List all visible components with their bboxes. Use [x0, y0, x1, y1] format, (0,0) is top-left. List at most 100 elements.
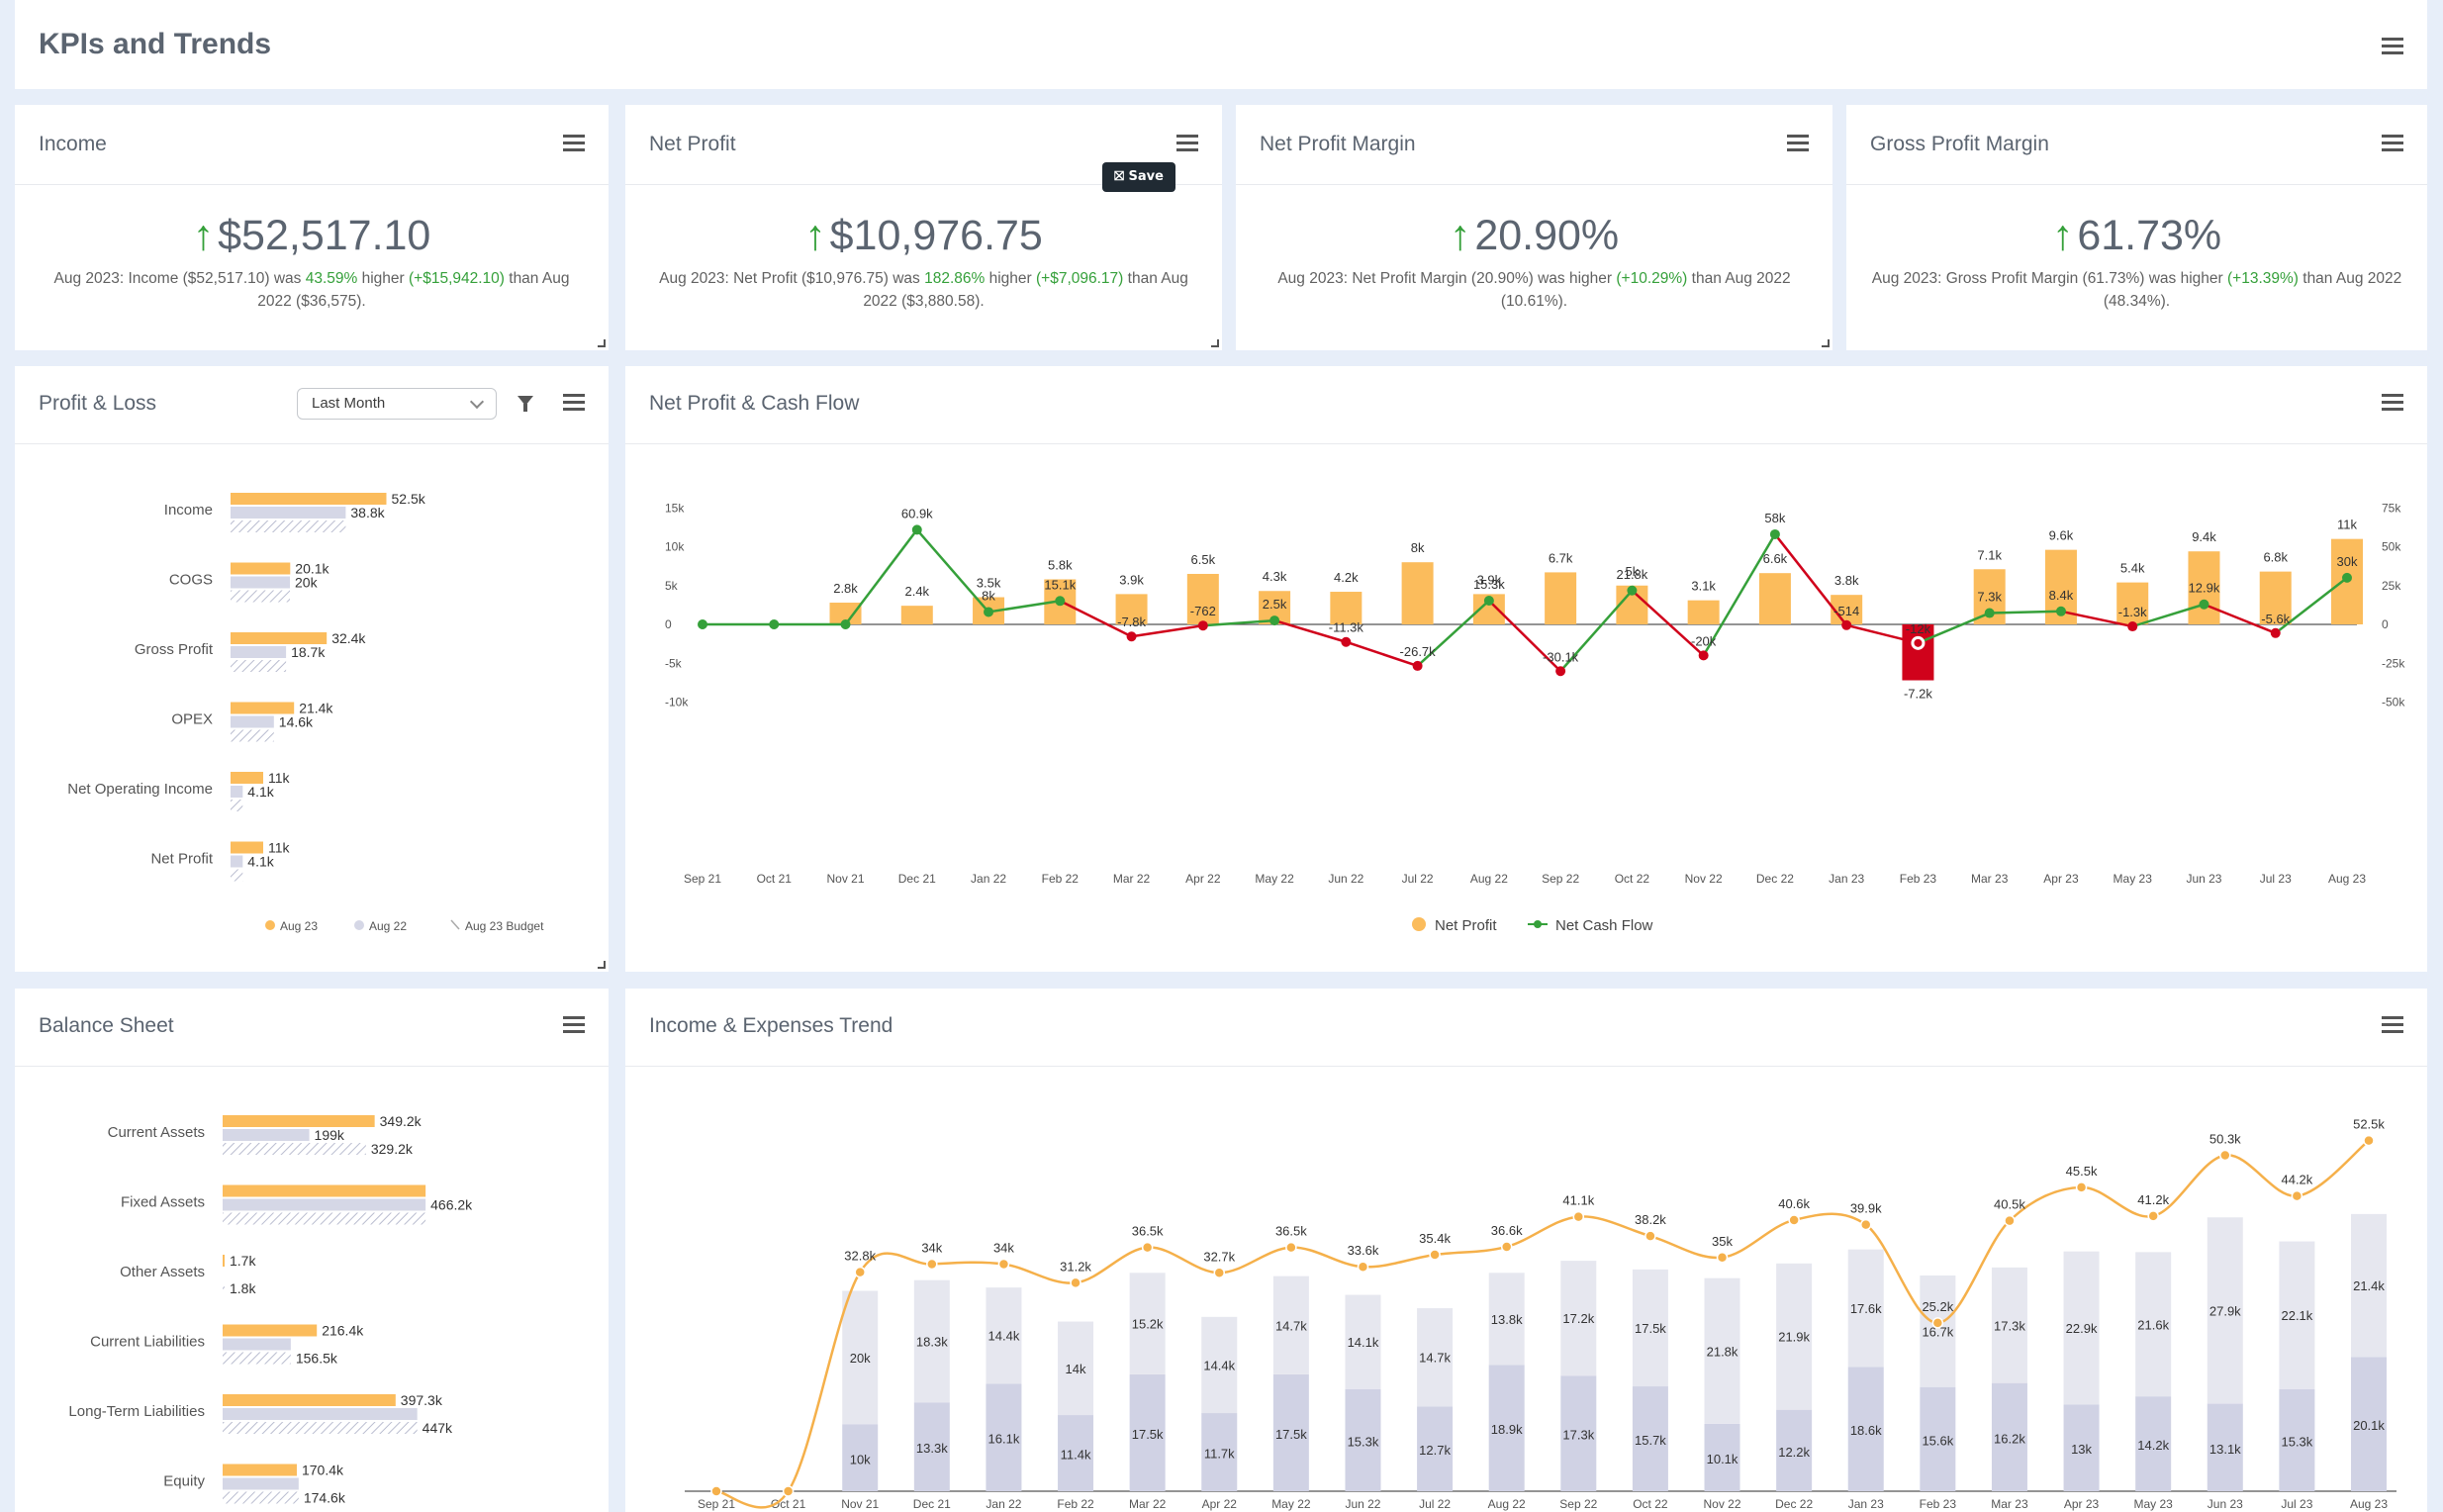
opex-label: 22.9k	[2066, 1321, 2098, 1336]
x-tick-label: Aug 23	[2328, 872, 2366, 886]
cogs-label: 11.7k	[1204, 1447, 1235, 1462]
bar-aug-22	[231, 786, 243, 798]
kpi-description: Aug 2023: Income ($52,517.10) was 43.59%…	[53, 270, 570, 310]
cogs-bar	[1560, 1375, 1597, 1491]
menu-icon[interactable]	[1176, 135, 1198, 152]
resize-handle[interactable]	[598, 339, 606, 347]
kpi-title: Net Profit	[649, 133, 736, 155]
cash-flow-point	[2127, 621, 2138, 632]
net-profit-label: 11k	[2337, 518, 2357, 532]
opex-bar	[1129, 1273, 1166, 1374]
opex-label: 14.7k	[1419, 1351, 1451, 1366]
bar-current	[223, 1394, 396, 1406]
opex-label: 14.7k	[1275, 1318, 1307, 1333]
cash-flow-point	[1984, 608, 1995, 618]
opex-bar	[1991, 1267, 2027, 1383]
x-tick-label: Jul 22	[1402, 872, 1434, 886]
x-tick-label: May 23	[2133, 1497, 2173, 1511]
menu-icon[interactable]	[2382, 394, 2403, 412]
cogs-label: 15.3k	[1348, 1434, 1379, 1449]
data-label: 4.1k	[247, 854, 274, 870]
menu-icon[interactable]	[563, 135, 585, 152]
balance-sheet-chart: Current Assets 349.2k 199k 329.2k Fixed Asse…	[68, 1113, 473, 1506]
data-label: 349.2k	[380, 1113, 423, 1129]
cogs-label: 12.2k	[1778, 1445, 1810, 1460]
period-filter-select[interactable]: Last Month	[297, 388, 497, 420]
cash-flow-line	[1416, 600, 1490, 667]
x-tick-label: May 22	[1271, 1497, 1311, 1511]
income-label: 45.5k	[2066, 1164, 2098, 1179]
income-label: 44.2k	[2281, 1173, 2312, 1187]
cogs-bar	[1920, 1386, 1956, 1491]
cogs-bar	[2207, 1403, 2243, 1491]
income-label: 36.6k	[1491, 1223, 1523, 1238]
resize-handle[interactable]	[1822, 339, 1830, 347]
cash-flow-point	[1197, 620, 1208, 631]
kpi-card-net-profit-margin: Net Profit Margin ↑20.90% Aug 2023: Net …	[1236, 105, 1832, 350]
cash-flow-point	[1269, 615, 1280, 626]
kpi-value: ↑61.73%	[2051, 212, 2222, 259]
x-tick-label: Dec 22	[1756, 872, 1794, 886]
menu-icon[interactable]	[2382, 135, 2403, 152]
net-profit-label: 6.8k	[2263, 550, 2288, 565]
x-tick-label: Mar 22	[1129, 1497, 1167, 1511]
income-label: 41.2k	[2137, 1192, 2169, 1207]
filter-icon-stem	[523, 404, 527, 412]
y-right-tick: 25k	[2382, 579, 2401, 593]
cogs-label: 10.1k	[1707, 1452, 1738, 1466]
cogs-label: 17.3k	[1562, 1428, 1594, 1443]
kpi-value: ↑$52,517.10	[192, 212, 431, 259]
net-profit-bar	[1330, 592, 1362, 624]
x-tick-label: Apr 23	[2064, 1497, 2100, 1511]
income-point	[1070, 1276, 1081, 1289]
bar-budget	[223, 1282, 225, 1294]
income-point	[2075, 1181, 2088, 1193]
cash-flow-label: -11.3k	[1329, 620, 1364, 635]
net-profit-label: 3.8k	[1834, 573, 1859, 588]
menu-icon[interactable]	[563, 394, 585, 412]
income-label: 35k	[1712, 1234, 1733, 1249]
opex-label: 16.7k	[1922, 1324, 1953, 1339]
bar-prior	[223, 1198, 426, 1211]
kpi-description: Aug 2023: Net Profit Margin (20.90%) was…	[1277, 270, 1791, 310]
cogs-label: 17.5k	[1275, 1427, 1307, 1442]
x-tick-label: Feb 23	[1920, 1497, 1957, 1511]
legend-marker	[1412, 917, 1426, 931]
divider	[625, 1066, 2427, 1067]
opex-bar	[1632, 1269, 1668, 1387]
cash-flow-point	[1055, 596, 1066, 607]
cogs-bar	[842, 1424, 879, 1491]
net-profit-label: 6.7k	[1549, 550, 1573, 565]
opex-bar	[842, 1290, 879, 1425]
net-profit-bar	[2188, 551, 2220, 624]
y-left-tick: -10k	[665, 696, 689, 709]
cash-flow-point	[2342, 572, 2352, 583]
cash-flow-point	[984, 607, 994, 617]
x-tick-label: Oct 22	[1615, 872, 1650, 886]
resize-handle[interactable]	[1211, 339, 1219, 347]
net-profit-bar	[829, 603, 862, 624]
menu-icon[interactable]	[563, 1016, 585, 1034]
cash-flow-line	[1559, 589, 1634, 673]
menu-icon[interactable]	[2382, 1016, 2403, 1034]
resize-handle[interactable]	[598, 961, 606, 969]
cash-flow-line	[1845, 623, 1919, 645]
opex-bar	[2351, 1213, 2387, 1358]
cash-flow-point	[1841, 619, 1852, 630]
data-label: 18.7k	[291, 644, 326, 660]
cash-flow-label: 30k	[2337, 554, 2358, 569]
income-label: 34k	[993, 1241, 1014, 1256]
income-point	[1141, 1241, 1154, 1254]
panel-title: Profit & Loss	[39, 392, 157, 415]
save-button[interactable]: ⛝ Save	[1102, 162, 1175, 192]
header-menu-icon[interactable]	[2382, 38, 2403, 55]
menu-icon[interactable]	[1787, 135, 1809, 152]
net-profit-label: 3.5k	[977, 576, 1001, 591]
net-profit-label: 8k	[1411, 540, 1425, 555]
bar-aug-22	[231, 576, 290, 589]
x-tick-label: Sep 21	[684, 872, 721, 886]
opex-bar	[2135, 1252, 2172, 1397]
cogs-label: 13k	[2071, 1442, 2092, 1457]
data-label: 329.2k	[371, 1141, 414, 1157]
filter-icon[interactable]	[517, 396, 533, 406]
